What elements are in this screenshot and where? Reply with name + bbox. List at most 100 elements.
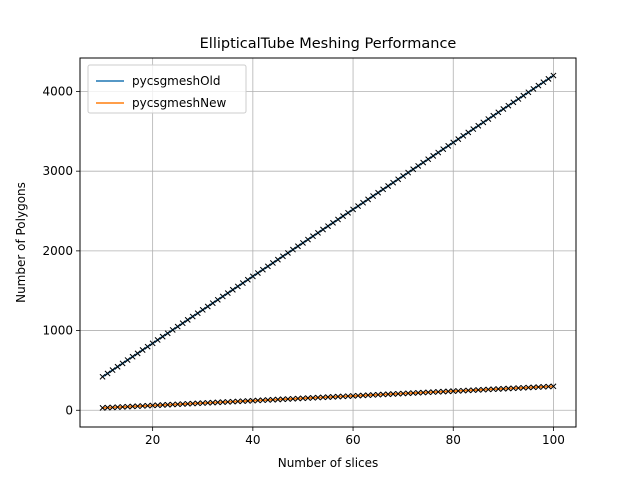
- y-tick-label: 2000: [42, 244, 73, 258]
- data-point: [530, 384, 537, 391]
- data-point: [425, 389, 432, 396]
- data-point: [254, 397, 261, 404]
- data-point: [124, 403, 131, 410]
- data-point: [249, 397, 256, 404]
- data-point: [435, 149, 442, 156]
- data-point: [465, 129, 472, 136]
- y-tick-label: 0: [65, 403, 73, 417]
- data-point: [500, 106, 507, 112]
- data-point: [360, 392, 367, 399]
- data-point: [360, 199, 367, 206]
- data-point: [269, 260, 276, 266]
- data-point: [490, 386, 497, 393]
- data-point: [505, 385, 512, 392]
- x-tick-label: 60: [345, 433, 360, 447]
- data-point: [480, 386, 487, 393]
- data-point: [545, 75, 552, 82]
- series-markers-pycsgmeshold: [99, 72, 557, 380]
- data-point: [430, 389, 437, 396]
- data-point: [490, 112, 497, 119]
- data-point: [340, 213, 346, 220]
- data-point: [495, 109, 502, 116]
- data-point: [345, 393, 351, 400]
- data-point: [355, 392, 362, 399]
- data-point: [510, 385, 517, 392]
- data-point: [405, 390, 412, 397]
- legend-box: [87, 64, 247, 114]
- data-point: [420, 159, 427, 166]
- chart-title: EllipticalTube Meshing Performance: [200, 36, 457, 52]
- data-point: [149, 340, 156, 347]
- data-point: [189, 313, 196, 320]
- data-point: [385, 391, 392, 398]
- data-point: [390, 179, 397, 186]
- data-point: [109, 367, 116, 374]
- y-axis-label: Number of Polygons: [14, 182, 28, 303]
- data-point: [405, 169, 412, 176]
- data-point: [375, 189, 382, 196]
- data-point: [134, 403, 141, 410]
- data-point: [305, 236, 311, 243]
- data-point: [370, 392, 377, 398]
- data-point: [169, 401, 176, 408]
- data-point: [530, 85, 537, 92]
- data-point: [440, 388, 447, 395]
- data-point: [169, 326, 176, 333]
- data-point: [284, 396, 291, 402]
- data-point: [390, 391, 397, 397]
- data-point: [505, 102, 512, 109]
- data-point: [244, 397, 251, 404]
- data-point: [370, 193, 377, 199]
- data-point: [114, 404, 121, 411]
- data-point: [485, 386, 492, 393]
- data-point: [550, 72, 557, 79]
- data-point: [385, 183, 392, 189]
- data-point: [219, 399, 226, 406]
- data-point: [345, 209, 351, 216]
- data-point: [320, 394, 326, 401]
- data-point: [239, 280, 246, 287]
- data-point: [540, 383, 547, 390]
- data-point: [154, 337, 161, 343]
- data-point: [274, 396, 281, 403]
- data-point: [315, 229, 321, 236]
- legend-label-pycsgmeshold: pycsgmeshOld: [132, 74, 221, 88]
- data-point: [199, 306, 206, 313]
- data-point: [425, 156, 432, 163]
- data-point: [244, 276, 251, 283]
- data-point: [350, 206, 357, 213]
- data-point: [139, 347, 146, 353]
- data-point: [259, 266, 266, 273]
- data-point: [415, 389, 422, 396]
- data-point: [510, 99, 517, 106]
- data-point: [455, 387, 462, 394]
- x-axis-label: Number of slices: [278, 456, 379, 470]
- data-point: [219, 293, 226, 300]
- data-point: [264, 263, 271, 270]
- data-point: [174, 323, 181, 330]
- data-point: [375, 391, 382, 398]
- data-point: [460, 132, 467, 139]
- data-point: [445, 142, 452, 149]
- x-tick-label: 20: [145, 433, 160, 447]
- data-point: [184, 400, 191, 407]
- data-point: [400, 172, 407, 179]
- data-point: [540, 79, 547, 86]
- data-point: [119, 403, 126, 410]
- data-point: [365, 196, 372, 203]
- data-point: [435, 388, 442, 395]
- data-point: [194, 310, 201, 317]
- data-point: [254, 270, 261, 276]
- data-point: [310, 233, 316, 240]
- data-point: [335, 216, 341, 223]
- data-point: [234, 398, 241, 405]
- data-point: [259, 397, 266, 404]
- data-point: [104, 370, 111, 377]
- x-tick-label: 80: [446, 433, 461, 447]
- data-point: [515, 96, 522, 102]
- data-point: [209, 399, 216, 406]
- data-point: [269, 396, 276, 403]
- data-point: [395, 390, 402, 397]
- data-point: [99, 404, 106, 411]
